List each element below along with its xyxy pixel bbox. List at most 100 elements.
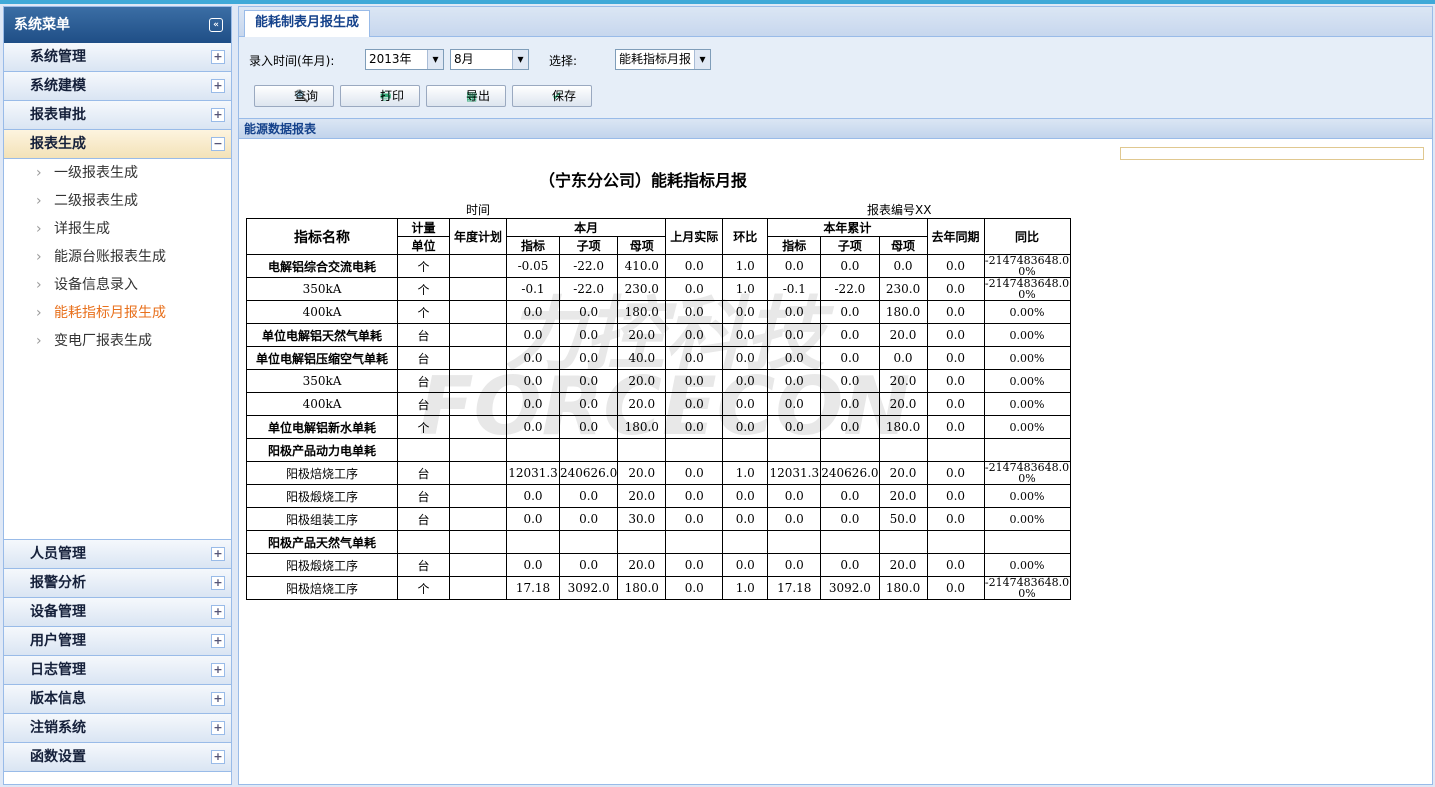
tab-bar: 能耗制表月报生成 <box>239 7 1432 38</box>
table-cell: 0.0 <box>665 346 724 370</box>
table-cell: -2147483648.00% <box>983 277 1071 301</box>
table-cell: 0.0 <box>665 254 724 278</box>
button-label: 查询 <box>294 89 319 103</box>
table-cell: 410.0 <box>617 254 667 278</box>
table-cell <box>617 438 667 462</box>
menu-item[interactable]: 详报生成 <box>4 215 231 243</box>
menu-group[interactable]: 报表审批 + <box>4 101 231 130</box>
table-cell: 20.0 <box>878 392 928 416</box>
table-cell: 0.0 <box>926 323 985 347</box>
menu-group[interactable]: 函数设置 + <box>4 743 231 772</box>
month-select[interactable]: 8月 <box>450 49 529 70</box>
data-row: 阳极焙烧工序个 17.18 3092.0 180.0 0.0 1.0 17.18 3092.0… <box>246 576 1071 600</box>
table-cell: 20.0 <box>617 323 667 347</box>
table-cell <box>449 392 507 416</box>
time-label: 时间 <box>466 203 491 217</box>
table-cell: 0.00% <box>983 323 1071 347</box>
table-cell: 20.0 <box>617 461 667 485</box>
menu-group[interactable]: 报警分析 + <box>4 569 231 598</box>
table-cell: 12031.3 <box>506 461 560 485</box>
table-cell: 0.0 <box>926 553 985 577</box>
table-cell: 0.0 <box>665 300 724 324</box>
table-cell: 12031.3 <box>767 461 822 485</box>
table-cell: 0.0 <box>665 323 724 347</box>
table-cell: 台 <box>397 392 450 416</box>
header-cell: 同比 <box>983 218 1071 255</box>
table-cell: 0.0 <box>506 392 560 416</box>
menu-item[interactable]: 能源台账报表生成 <box>4 243 231 271</box>
menu-group[interactable]: 用户管理 + <box>4 627 231 656</box>
button[interactable]: 🖶 打印 <box>340 85 420 107</box>
header-cell: 母项 <box>617 236 667 255</box>
table-cell <box>449 507 507 531</box>
menu-group-label: 函数设置 <box>30 749 86 765</box>
button[interactable]: ✔ 保存 <box>512 85 592 107</box>
menu-group[interactable]: 设备管理 + <box>4 598 231 627</box>
data-row: 单位电解铝压缩空气单耗台 0.0 0.0 40.0 0.0 0.0 0.0 0.0 0.0 0.0… <box>246 346 1071 370</box>
tab[interactable]: 能耗制表月报生成 <box>244 10 371 38</box>
expand-icon: + <box>211 692 225 706</box>
table-cell <box>722 530 769 554</box>
button[interactable]: 🔍 查询 <box>254 85 334 107</box>
table-cell: -0.1 <box>767 277 822 301</box>
menu-group[interactable]: 系统建模 + <box>4 72 231 101</box>
table-cell: 0.0 <box>820 323 880 347</box>
button[interactable]: ▦ 导出 <box>426 85 506 107</box>
table-cell: 0.0 <box>506 369 560 393</box>
menu-group[interactable]: 报表生成 − <box>4 130 231 159</box>
table-cell: 0.0 <box>767 369 822 393</box>
menu-group[interactable]: 注销系统 + <box>4 714 231 743</box>
table-cell: 阳极产品动力电单耗 <box>246 438 398 462</box>
button-icon: ▦ <box>466 89 478 103</box>
table-cell <box>449 323 507 347</box>
table-cell <box>820 438 880 462</box>
table-cell: 0.00% <box>983 369 1071 393</box>
table-cell: 0.0 <box>722 323 769 347</box>
menu-item[interactable]: 设备信息录入 <box>4 271 231 299</box>
menu-group[interactable]: 人员管理 + <box>4 540 231 569</box>
collapse-button[interactable]: « <box>209 18 223 32</box>
table-cell: 0.0 <box>722 484 769 508</box>
table-cell: 20.0 <box>617 484 667 508</box>
menu-group[interactable]: 日志管理 + <box>4 656 231 685</box>
sidebar-title: 系统菜单 <box>14 17 70 33</box>
menu-group[interactable]: 版本信息 + <box>4 685 231 714</box>
table-cell: 0.0 <box>926 484 985 508</box>
table-cell <box>397 438 450 462</box>
header-cell: 年度计划 <box>449 218 507 255</box>
sidebar: 系统菜单 « 系统管理 + 系统建模 + 报表审批 + 报表生成 − 一级报表生成二级报表生成… <box>3 6 232 785</box>
menu-item[interactable]: 一级报表生成 <box>4 159 231 187</box>
menu-item[interactable]: 能耗指标月报生成 <box>4 299 231 327</box>
table-cell: 个 <box>397 415 450 439</box>
input-box[interactable] <box>1120 147 1424 160</box>
expand-icon: + <box>211 108 225 122</box>
data-row: 350kA 个 -0.1 -22.0 230.0 0.0 1.0 -0.1 -22.0 230.0… <box>246 277 1071 301</box>
report-select[interactable]: 能耗指标月报 <box>615 49 711 70</box>
table-cell: 0.0 <box>665 553 724 577</box>
table-cell: 个 <box>397 576 450 600</box>
table-cell <box>926 530 985 554</box>
collapse-icon: − <box>211 137 225 151</box>
table-cell: 阳极焙烧工序 <box>246 461 398 485</box>
table-cell: 0.0 <box>665 576 724 600</box>
table-cell: 单位电解铝新水单耗 <box>246 415 398 439</box>
query-form: 录入时间(年月): 2013年 8月 选择: 能耗指标月报 🔍查询 🖶打印 ▦导出 ✔… <box>239 37 1432 119</box>
table-cell <box>449 254 507 278</box>
table-cell: 0.0 <box>558 300 619 324</box>
table-cell: 单位电解铝天然气单耗 <box>246 323 398 347</box>
expand-icon: + <box>211 634 225 648</box>
menu-group[interactable]: 系统管理 + <box>4 43 231 72</box>
table-cell: 0.0 <box>506 484 560 508</box>
table-cell: 0.0 <box>558 484 619 508</box>
menu-item[interactable]: 二级报表生成 <box>4 187 231 215</box>
table-cell <box>983 530 1071 554</box>
report-table: 指标名称 计量 年度计划 本月 上月实际 环比 本年累计 去年同期 同比 单位 指标 子项 母项 指标 子项… <box>246 218 1071 600</box>
table-cell: 0.0 <box>820 553 880 577</box>
expand-icon: + <box>211 547 225 561</box>
table-cell <box>617 530 667 554</box>
year-select[interactable]: 2013年 <box>365 49 444 70</box>
menu-item[interactable]: 变电厂报表生成 <box>4 327 231 355</box>
table-cell: -22.0 <box>558 277 619 301</box>
table-cell: 阳极产品天然气单耗 <box>246 530 398 554</box>
